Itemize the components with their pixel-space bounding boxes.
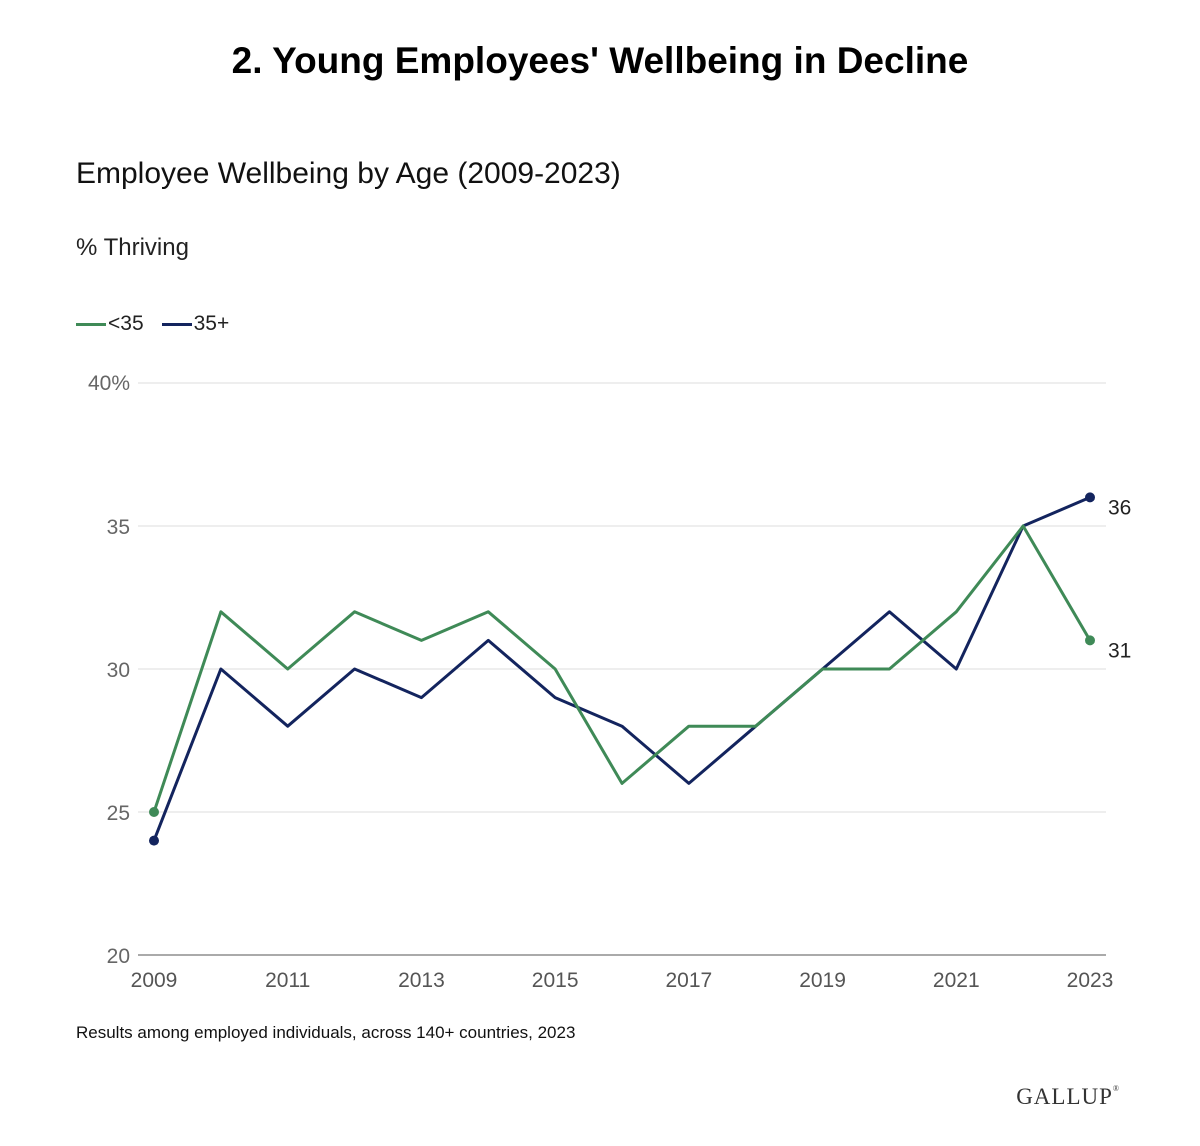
series-line-under-35 (152, 524, 1092, 814)
start-point-under-35 (149, 807, 159, 817)
y-tick-label: 20 (107, 945, 130, 968)
legend-swatch-35-plus (161, 322, 192, 326)
y-axis-label: % Thriving (76, 234, 189, 261)
y-tick-label: 25 (107, 802, 130, 825)
chart-title: Employee Wellbeing by Age (2009-2023) (76, 157, 621, 190)
x-tick-label: 2015 (532, 969, 579, 992)
gallup-logo: GALLUP® (1016, 1084, 1120, 1110)
x-tick-label: 2013 (398, 969, 445, 992)
legend-label-35-plus: 35+ (193, 312, 230, 335)
end-point-under-35 (1085, 635, 1095, 646)
series-line-35-plus (152, 495, 1092, 843)
legend-label-under-35: <35 (108, 312, 144, 335)
end-label-under-35: 31 (1108, 639, 1131, 662)
start-point-35-plus (149, 835, 159, 846)
registered-mark: ® (1112, 1084, 1120, 1093)
x-tick-label: 2017 (665, 969, 712, 992)
end-label-35-plus: 36 (1108, 496, 1131, 519)
page-title: 2. Young Employees' Wellbeing in Decline (231, 40, 969, 81)
y-tick-label: 35 (107, 516, 130, 539)
y-tick-label: 40% (88, 372, 130, 395)
x-tick-label: 2011 (265, 969, 310, 992)
legend-item-under-35: <35 (76, 312, 144, 336)
end-point-35-plus (1085, 492, 1095, 503)
x-tick-label: 2021 (933, 969, 980, 992)
chart-legend: <35 35+ (76, 312, 229, 336)
y-tick-label: 30 (107, 659, 130, 682)
legend-item-35-plus: 35+ (161, 312, 230, 336)
footnote: Results among employed individuals, acro… (76, 1023, 576, 1042)
x-tick-label: 2009 (131, 969, 178, 992)
legend-swatch-under-35 (76, 322, 106, 326)
x-tick-label: 2023 (1067, 969, 1114, 992)
brand-name: GALLUP (1016, 1084, 1113, 1109)
x-tick-label: 2019 (799, 969, 846, 992)
